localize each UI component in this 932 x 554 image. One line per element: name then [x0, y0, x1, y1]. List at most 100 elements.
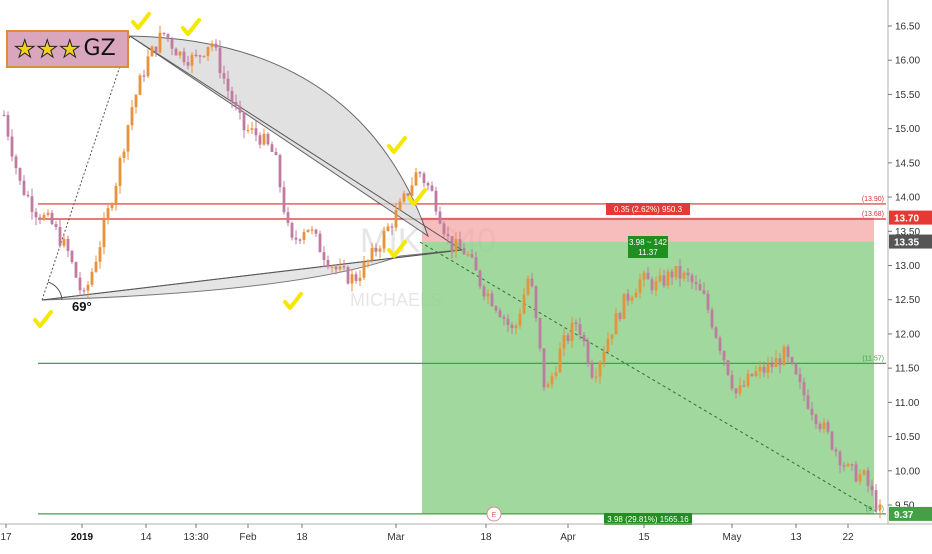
candle-body — [118, 158, 122, 186]
x-tick-label: 13:30 — [183, 532, 208, 543]
x-tick-label: 14 — [140, 532, 152, 543]
candle-body — [338, 266, 342, 270]
candle-body — [782, 346, 786, 366]
candle-body — [842, 465, 846, 467]
candle-body — [342, 266, 346, 268]
y-tick-label: 14.50 — [895, 158, 920, 169]
candle-body — [42, 214, 46, 220]
candle-body — [706, 293, 710, 310]
candle-body — [734, 388, 738, 394]
candle-body — [358, 277, 362, 281]
x-tick-label: 17 — [0, 532, 12, 543]
candle-body — [74, 262, 78, 278]
candle-body — [246, 129, 250, 132]
candle-body — [226, 78, 230, 91]
projection-line[interactable] — [419, 241, 881, 515]
candle-body — [858, 474, 862, 482]
candle-body — [258, 135, 262, 145]
checkmark-icon — [387, 136, 407, 154]
candle-body — [186, 62, 190, 66]
candle-body — [98, 247, 102, 262]
candle-body — [130, 107, 134, 126]
candle-body — [758, 366, 762, 372]
candle-body — [250, 128, 254, 130]
y-tick-label: 9.50 — [895, 501, 915, 512]
candle-body — [666, 271, 670, 286]
x-tick-label: Feb — [239, 532, 257, 543]
candle-body — [634, 292, 638, 298]
candle-body — [570, 322, 574, 342]
candle-body — [754, 371, 758, 377]
candle-body — [550, 376, 554, 385]
y-tick-label: 16.50 — [895, 22, 920, 33]
trend-line-lower[interactable] — [41, 249, 463, 301]
candle-body — [34, 211, 38, 218]
candle-body — [286, 212, 290, 223]
candle-body — [818, 424, 822, 429]
candle-body — [862, 470, 866, 475]
candle-body — [622, 293, 626, 320]
candle-body — [618, 313, 622, 320]
candle-body — [158, 32, 162, 53]
candle-body — [638, 279, 642, 293]
candle-body — [642, 272, 646, 280]
trend-line-upper[interactable] — [129, 35, 463, 251]
candle-body — [462, 248, 466, 255]
candle-body — [830, 431, 834, 450]
candle-body — [146, 56, 150, 77]
risk-label-text-0: 0.35 (2.62%) 950.3 — [614, 205, 683, 214]
candle-body — [54, 224, 58, 228]
x-tick-label: 15 — [638, 532, 650, 543]
checkmark-icon — [33, 310, 53, 328]
candle-body — [122, 151, 126, 159]
candle-body — [510, 324, 514, 329]
candle-body — [198, 55, 202, 57]
candle-body — [410, 185, 414, 196]
candle-body — [298, 239, 302, 241]
candle-body — [586, 341, 590, 364]
candle-body — [162, 32, 166, 35]
candle-body — [538, 317, 542, 349]
x-tick-label: 18 — [480, 532, 492, 543]
candle-body — [806, 395, 810, 409]
candle-body — [534, 286, 538, 318]
candle-body — [630, 297, 634, 301]
watermark-name: MICHAELS — [350, 290, 442, 310]
y-tick-label: 10.00 — [895, 466, 920, 477]
candle-body — [242, 112, 246, 131]
candle-body — [574, 322, 578, 325]
checkmark-icon — [131, 12, 151, 30]
candle-body — [798, 374, 802, 382]
candle-body — [278, 155, 282, 188]
candle-body — [530, 278, 534, 287]
candle-body — [710, 309, 714, 328]
candle-body — [406, 193, 410, 196]
candle-body — [466, 254, 470, 256]
candle-body — [606, 338, 610, 352]
price-tag-box-0 — [889, 210, 932, 225]
candle-body — [394, 210, 398, 228]
symbol-badge: ★★★ GZ — [6, 30, 129, 68]
candle-body — [110, 205, 114, 209]
candle-body — [502, 317, 506, 319]
candle-body — [306, 229, 310, 233]
candle-body — [350, 274, 354, 284]
earnings-marker-label: E — [492, 512, 497, 519]
candle-body — [2, 114, 6, 117]
candle-body — [418, 172, 422, 174]
candle-body — [402, 193, 406, 202]
candle-body — [382, 231, 386, 249]
checkmark-icon — [387, 240, 407, 258]
candle-body — [614, 313, 618, 335]
ratio-label-text-1: 11.37 — [638, 248, 658, 257]
y-tick-label: 15.00 — [895, 124, 920, 135]
profit-target-zone — [422, 241, 874, 514]
earnings-marker-icon[interactable] — [486, 506, 502, 522]
candle-body — [346, 267, 350, 284]
checkmark-icon — [181, 18, 201, 36]
candle-body — [694, 282, 698, 285]
candle-body — [470, 254, 474, 258]
y-tick-label: 10.50 — [895, 432, 920, 443]
